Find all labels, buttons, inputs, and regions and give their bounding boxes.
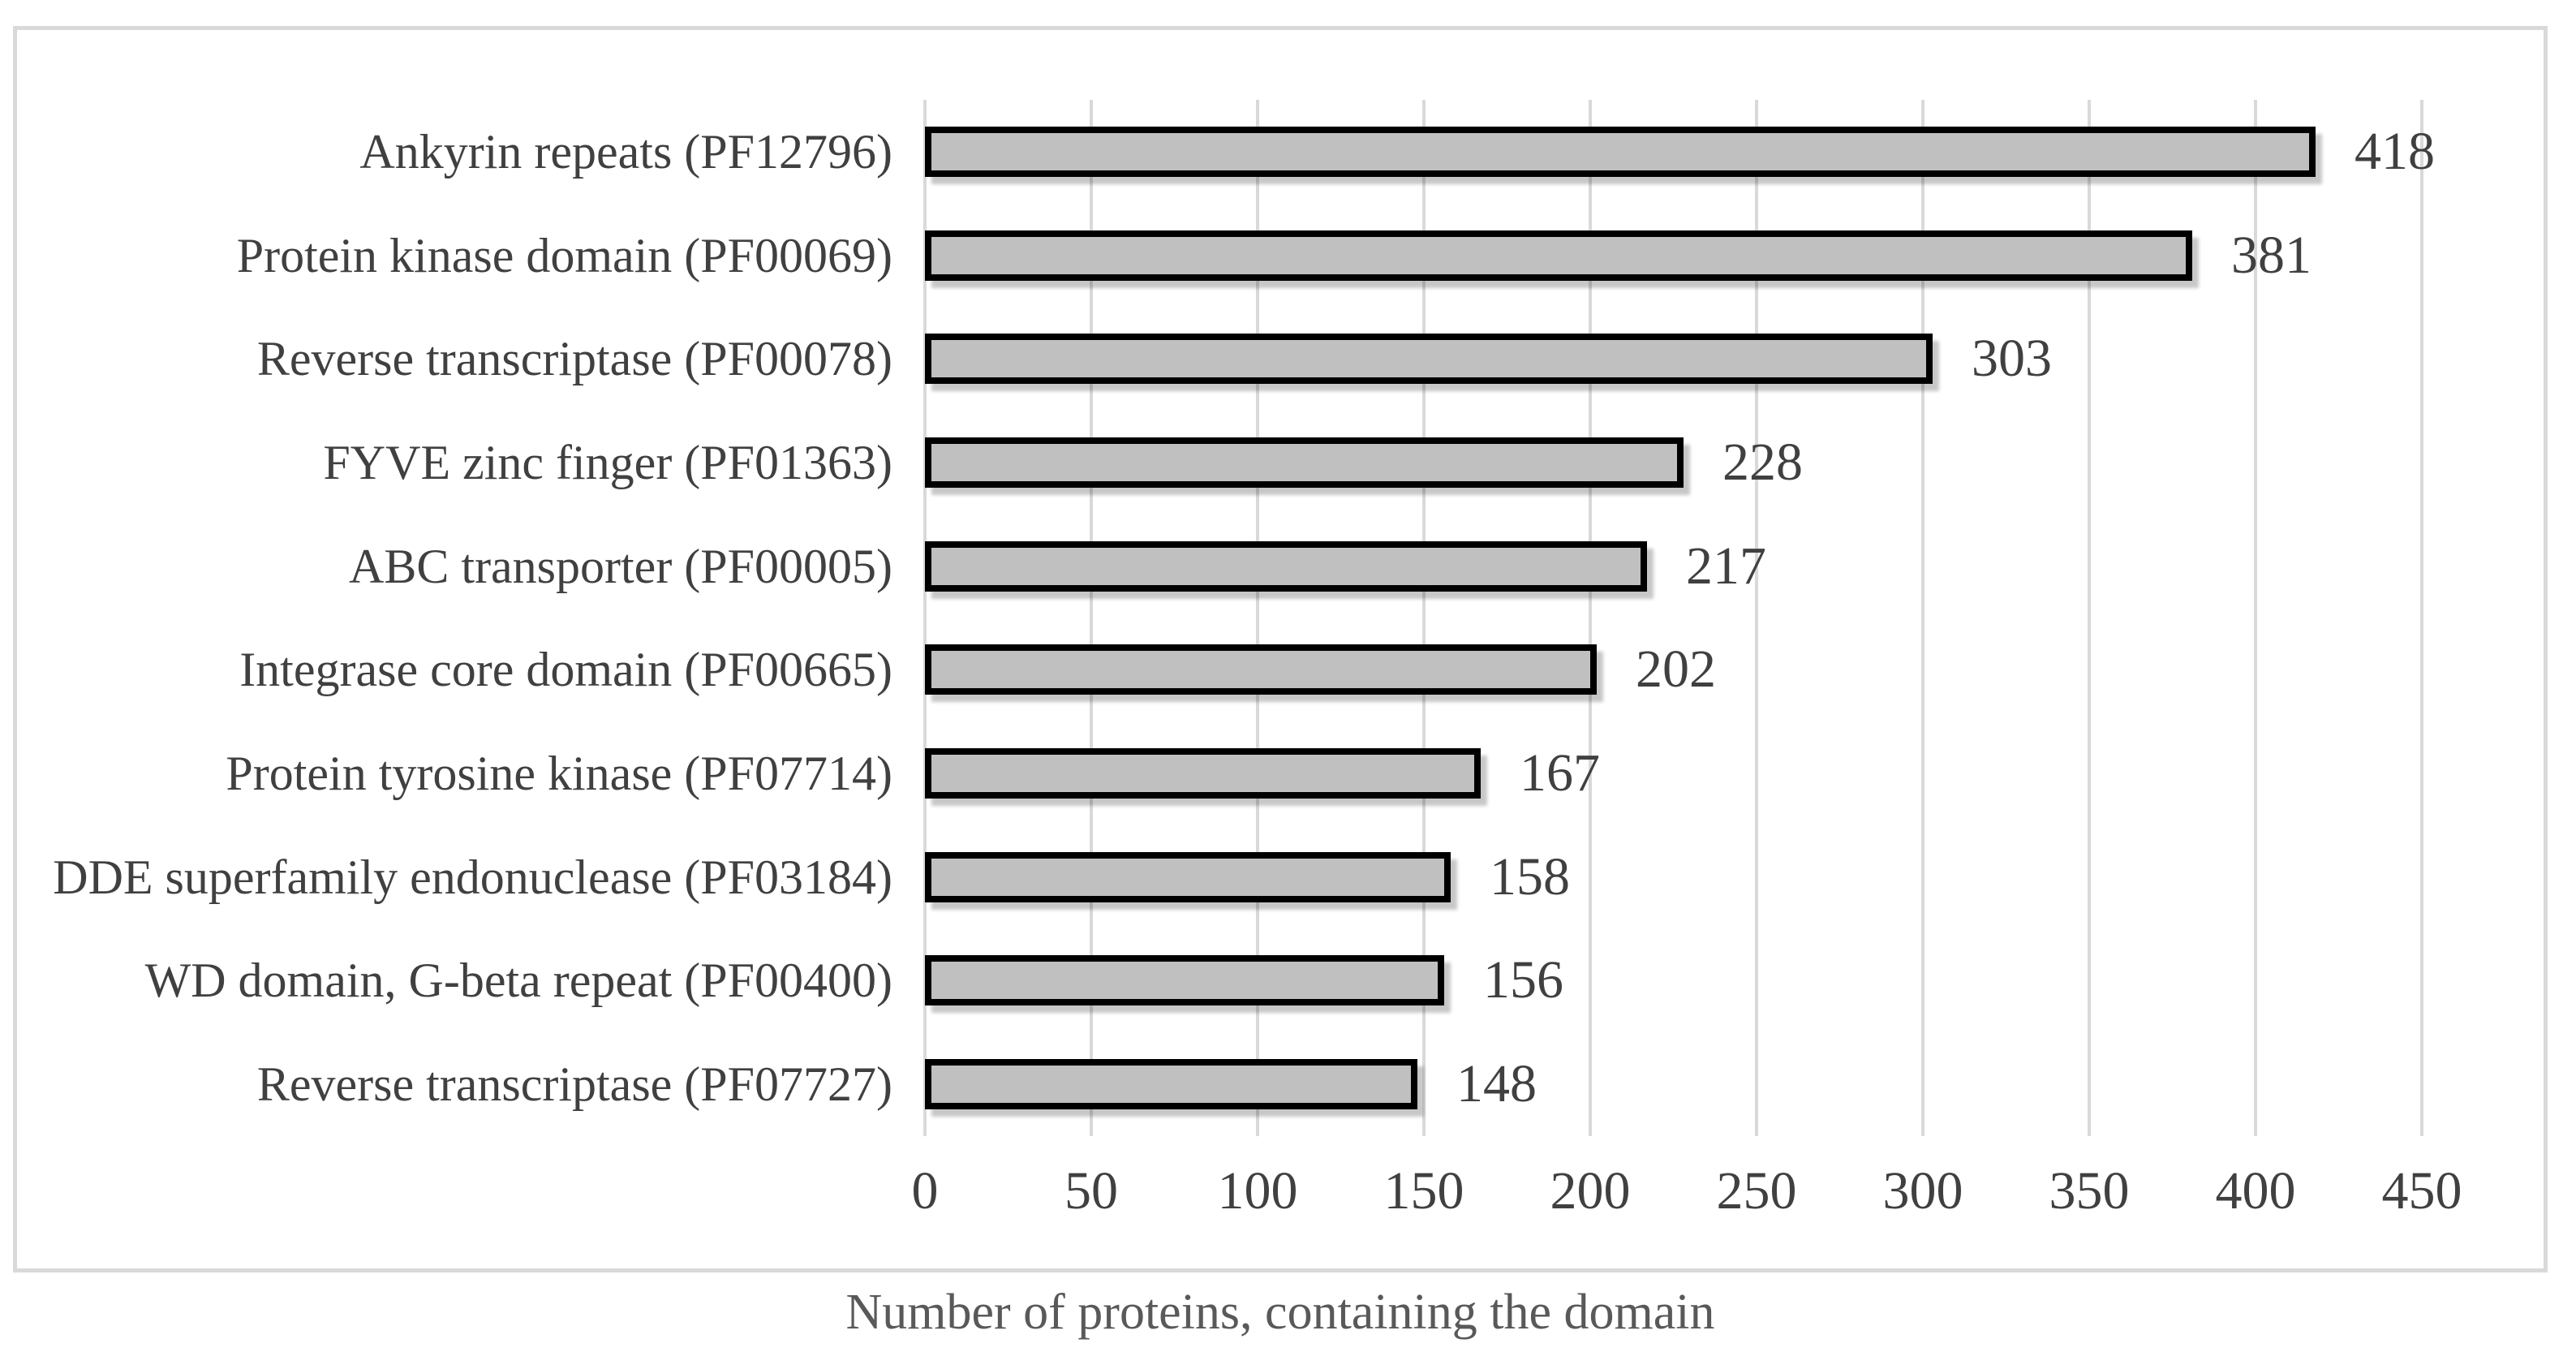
gridline-400 <box>2254 100 2257 1136</box>
category-label: WD domain, G-beta repeat (PF00400) <box>144 954 892 1007</box>
category-label: Reverse transcriptase (PF00078) <box>256 332 892 385</box>
x-tick-label-100: 100 <box>1217 1161 1298 1221</box>
category-label: Ankyrin repeats (PF12796) <box>359 125 892 179</box>
gridline-200 <box>1589 100 1592 1136</box>
value-label: 381 <box>2231 226 2312 285</box>
gridline-350 <box>2088 100 2091 1136</box>
bar <box>925 230 2192 281</box>
bar <box>925 852 1451 902</box>
bar <box>925 541 1647 592</box>
value-label: 202 <box>1636 639 1716 699</box>
gridline-300 <box>1921 100 1924 1136</box>
value-label: 156 <box>1483 950 1563 1010</box>
x-tick-label-450: 450 <box>2381 1161 2462 1221</box>
x-tick-label-400: 400 <box>2215 1161 2296 1221</box>
x-tick-label-250: 250 <box>1716 1161 1797 1221</box>
bar <box>925 644 1597 695</box>
category-label: Protein kinase domain (PF00069) <box>236 229 892 282</box>
x-axis-title: Number of proteins, containing the domai… <box>845 1285 1715 1340</box>
value-label: 303 <box>1972 329 2052 388</box>
bar <box>925 334 1933 384</box>
gridline-0 <box>923 100 927 1136</box>
category-label: Protein tyrosine kinase (PF07714) <box>226 747 892 800</box>
value-label: 217 <box>1686 536 1766 596</box>
category-label: ABC transporter (PF00005) <box>349 540 892 593</box>
value-label: 148 <box>1456 1054 1537 1113</box>
x-tick-label-0: 0 <box>911 1161 939 1221</box>
value-label: 228 <box>1722 433 1803 492</box>
plot-area <box>923 100 2428 1136</box>
gridline-150 <box>1422 100 1426 1136</box>
bar <box>925 1059 1417 1109</box>
category-label: Reverse transcriptase (PF07727) <box>256 1057 892 1111</box>
bar <box>925 437 1684 488</box>
gridline-250 <box>1755 100 1758 1136</box>
bar <box>925 748 1481 799</box>
category-label: DDE superfamily endonuclease (PF03184) <box>53 850 892 904</box>
x-tick-label-300: 300 <box>1882 1161 1963 1221</box>
x-tick-label-150: 150 <box>1383 1161 1464 1221</box>
bar <box>925 127 2316 177</box>
x-tick-label-350: 350 <box>2049 1161 2130 1221</box>
category-label: FYVE zinc finger (PF01363) <box>323 436 892 489</box>
gridline-50 <box>1090 100 1093 1136</box>
bar <box>925 955 1444 1005</box>
category-label: Integrase core domain (PF00665) <box>239 643 892 696</box>
value-label: 167 <box>1520 743 1600 803</box>
x-tick-label-200: 200 <box>1550 1161 1631 1221</box>
value-label: 158 <box>1490 847 1570 906</box>
value-label: 418 <box>2355 122 2435 181</box>
gridline-100 <box>1256 100 1259 1136</box>
gridline-450 <box>2420 100 2423 1136</box>
x-tick-label-50: 50 <box>1064 1161 1118 1221</box>
